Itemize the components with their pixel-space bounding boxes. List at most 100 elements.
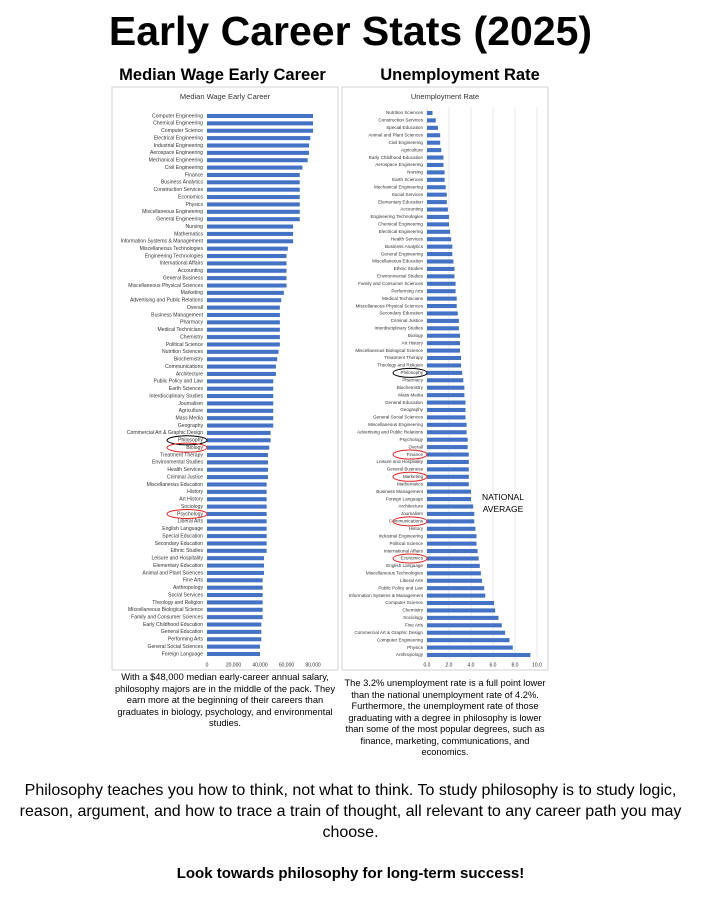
y-tick-label: Special Education bbox=[162, 533, 203, 539]
y-tick-label: Mathematics bbox=[174, 231, 203, 237]
y-tick-label: General Social Sciences bbox=[373, 415, 424, 420]
bar bbox=[207, 423, 274, 428]
bar bbox=[427, 303, 457, 309]
y-tick-label: Foreign Language bbox=[386, 496, 424, 501]
bar bbox=[427, 185, 446, 190]
bar bbox=[207, 637, 262, 642]
bar bbox=[427, 623, 502, 628]
bar bbox=[207, 548, 267, 553]
y-tick-label: Miscellaneous Engineering bbox=[142, 209, 203, 215]
y-tick-label: Interdisciplinary Studies bbox=[149, 393, 203, 399]
bar bbox=[427, 437, 468, 442]
highlight bbox=[166, 435, 208, 446]
bar bbox=[427, 229, 451, 234]
bar bbox=[427, 385, 465, 390]
bar bbox=[207, 305, 280, 310]
bar bbox=[427, 452, 469, 457]
y-tick-label: Family and Consumer Sciences bbox=[131, 614, 203, 620]
bar bbox=[207, 541, 267, 546]
y-tick-label: Computer Engineering bbox=[152, 113, 203, 119]
y-tick-label: Accounting bbox=[400, 207, 423, 212]
bar bbox=[427, 422, 467, 427]
y-tick-label: Environmental Studies bbox=[152, 460, 203, 466]
y-tick-label: Engineering Technologies bbox=[145, 253, 204, 259]
closing: Look towards philosophy for long-term su… bbox=[176, 865, 525, 882]
y-tick-label: History bbox=[187, 489, 203, 495]
bar bbox=[427, 155, 444, 160]
bar bbox=[427, 237, 452, 242]
bar bbox=[427, 593, 486, 598]
y-tick-label: Ethnic Studies bbox=[394, 266, 424, 271]
highlight bbox=[392, 471, 428, 482]
y-tick-label: General Business bbox=[387, 467, 424, 472]
y-tick-label: Architecture bbox=[176, 371, 203, 377]
bar bbox=[207, 342, 280, 347]
chart-heading: Median Wage Early Career bbox=[119, 66, 326, 84]
y-tick-label: Economics bbox=[178, 194, 203, 200]
bar bbox=[207, 224, 294, 229]
bar bbox=[207, 180, 300, 185]
y-tick-label: General Engineering bbox=[381, 251, 424, 256]
y-tick-label: Construction Services bbox=[378, 118, 423, 123]
bar bbox=[427, 630, 506, 635]
bar bbox=[427, 482, 469, 487]
x-tick-label: 0.0 bbox=[424, 662, 431, 668]
bar bbox=[427, 133, 441, 138]
bar bbox=[207, 585, 263, 590]
bar bbox=[207, 217, 300, 222]
y-tick-label: Political Science bbox=[166, 342, 203, 348]
bar bbox=[427, 415, 466, 420]
chart-heading: Unemployment Rate bbox=[380, 66, 540, 84]
bar bbox=[427, 571, 481, 576]
x-tick-label: 8.0 bbox=[512, 662, 519, 668]
y-tick-label: Civil Engineering bbox=[165, 165, 203, 171]
bar bbox=[427, 645, 513, 650]
bar bbox=[427, 259, 454, 264]
y-tick-label: Overall bbox=[187, 305, 203, 311]
bar bbox=[427, 200, 447, 205]
bar bbox=[207, 128, 313, 133]
bar bbox=[427, 296, 457, 301]
x-tick-label: 80,000 bbox=[305, 662, 321, 668]
bar bbox=[207, 364, 276, 369]
bar bbox=[207, 209, 300, 214]
y-tick-label: Accounting bbox=[178, 268, 203, 274]
bar bbox=[207, 651, 260, 657]
y-tick-label: Miscellaneous Physical Sciences bbox=[128, 283, 203, 289]
bar bbox=[427, 459, 469, 465]
y-tick-label: Earth Sciences bbox=[169, 386, 204, 392]
bar bbox=[427, 281, 456, 286]
highlight bbox=[392, 449, 428, 460]
paragraph: Philosophy teaches you how to think, not… bbox=[19, 782, 682, 841]
y-tick-label: Electrical Engineering bbox=[379, 229, 424, 234]
bar bbox=[427, 497, 471, 502]
bar bbox=[207, 276, 287, 281]
bar bbox=[207, 349, 279, 354]
x-tick-label: 0 bbox=[206, 662, 209, 668]
bar bbox=[207, 268, 287, 273]
y-tick-label: Liberal Arts bbox=[178, 519, 204, 525]
bar bbox=[207, 231, 294, 236]
bar bbox=[207, 298, 282, 303]
bar bbox=[207, 143, 310, 148]
y-tick-label: Physics bbox=[407, 645, 424, 650]
y-tick-label: Public Policy and Law bbox=[153, 379, 203, 385]
y-tick-label: Geography bbox=[178, 423, 204, 429]
y-tick-label: Miscellaneous Technologies bbox=[140, 246, 204, 252]
bar bbox=[427, 652, 531, 658]
y-tick-label: Chemistry bbox=[180, 334, 203, 340]
y-tick-label: Advertising and Public Relations bbox=[130, 298, 204, 304]
y-tick-label: Information Systems & Management bbox=[349, 593, 424, 598]
y-tick-label: Miscellaneous Physical Sciences bbox=[356, 303, 424, 308]
y-tick-label: Miscellaneous Biological Science bbox=[128, 607, 203, 613]
highlight bbox=[392, 553, 428, 564]
bar bbox=[427, 556, 479, 561]
y-tick-label: Economics bbox=[401, 556, 424, 561]
y-tick-label: Environmental Studies bbox=[377, 274, 424, 279]
bar bbox=[207, 320, 280, 325]
y-tick-label: Philosophy bbox=[178, 438, 203, 444]
y-tick-label: Theology and Religion bbox=[377, 363, 423, 368]
bar bbox=[207, 187, 300, 192]
